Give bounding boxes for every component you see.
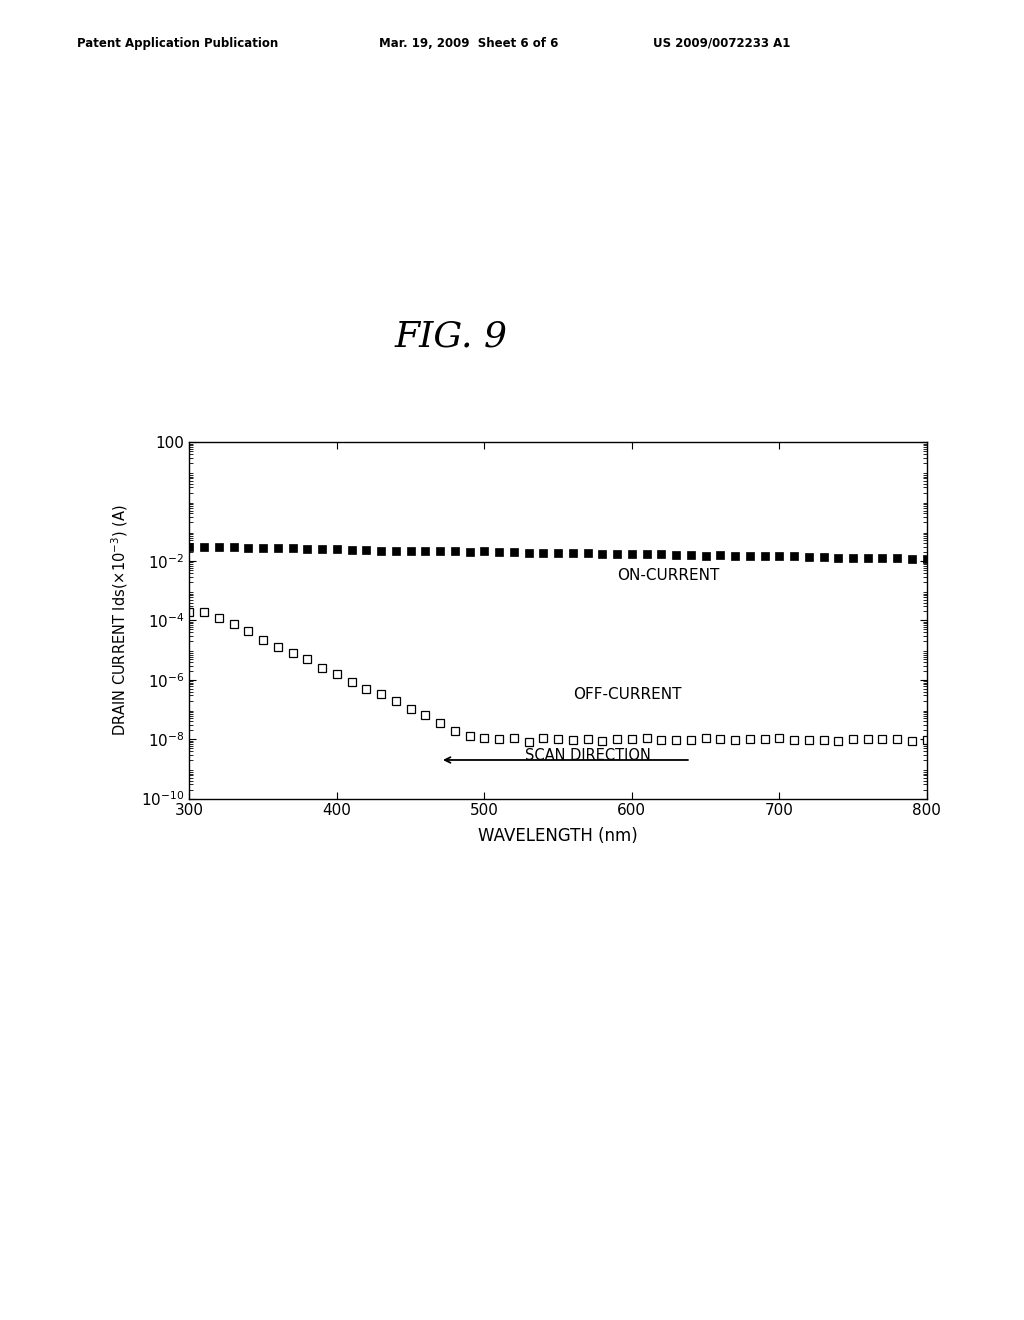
Text: OFF-CURRENT: OFF-CURRENT bbox=[572, 688, 681, 702]
Y-axis label: DRAIN CURRENT Ids($\times$10$^{-3}$) (A): DRAIN CURRENT Ids($\times$10$^{-3}$) (A) bbox=[110, 504, 130, 737]
Text: SCAN DIRECTION: SCAN DIRECTION bbox=[524, 748, 650, 763]
Text: Mar. 19, 2009  Sheet 6 of 6: Mar. 19, 2009 Sheet 6 of 6 bbox=[379, 37, 558, 50]
Text: FIG. 9: FIG. 9 bbox=[394, 319, 507, 354]
X-axis label: WAVELENGTH (nm): WAVELENGTH (nm) bbox=[478, 826, 638, 845]
Text: ON-CURRENT: ON-CURRENT bbox=[617, 569, 720, 583]
Text: Patent Application Publication: Patent Application Publication bbox=[77, 37, 279, 50]
Text: US 2009/0072233 A1: US 2009/0072233 A1 bbox=[653, 37, 791, 50]
